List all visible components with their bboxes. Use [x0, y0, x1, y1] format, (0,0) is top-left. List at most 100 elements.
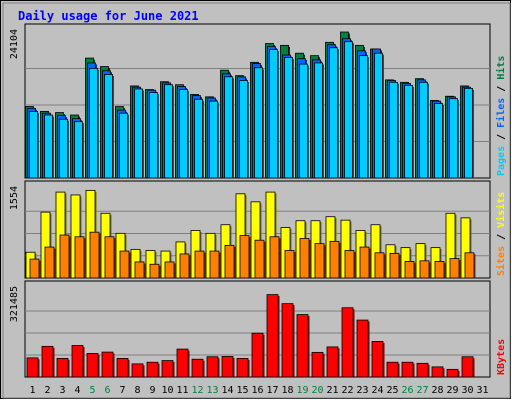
right-label-part: Hits: [495, 56, 507, 80]
bar-pages-6: [104, 74, 113, 179]
bar-kbytes-19: [296, 314, 309, 378]
x-tick-label: 14: [221, 385, 233, 396]
bar-sites-29: [449, 258, 460, 279]
bar-kbytes-29: [446, 368, 459, 378]
x-tick-label: 4: [74, 385, 80, 396]
x-tick-label: 27: [416, 385, 428, 396]
bar-pages-30: [464, 87, 473, 179]
right-label-part: Visits: [495, 192, 507, 228]
bar-sites-25: [389, 252, 400, 279]
bar-kbytes-20: [311, 351, 324, 378]
bar-kbytes-17: [266, 294, 279, 378]
bar-pages-7: [119, 112, 128, 179]
x-tick-label: 13: [206, 385, 218, 396]
chart-panels: 24104 Pages / Files / Hits 1554 Sites / Vis…: [9, 23, 507, 378]
bar-sites-26: [404, 260, 415, 279]
x-tick-label: 7: [119, 385, 125, 396]
x-tick-label: 1: [29, 385, 35, 396]
bar-kbytes-12: [191, 358, 204, 378]
x-tick-label: 22: [341, 385, 353, 396]
bar-sites-3: [59, 234, 70, 279]
bar-pages-1: [29, 110, 38, 179]
chart-title: Daily usage for June 2021: [18, 9, 199, 23]
x-tick-label: 12: [191, 385, 203, 396]
panel-bottom-right-label: KBytes: [496, 339, 507, 375]
panel-top-right-label: Pages / Files / Hits: [495, 56, 507, 176]
bar-kbytes-9: [146, 361, 159, 378]
x-tick-label: 29: [446, 385, 458, 396]
x-tick-label: 11: [176, 385, 188, 396]
bar-sites-14: [224, 244, 235, 279]
bar-sites-8: [134, 261, 145, 279]
bar-sites-12: [194, 250, 205, 279]
bar-pages-29: [449, 98, 458, 179]
panel-top: 24104 Pages / Files / Hits: [9, 23, 507, 179]
x-tick-label: 3: [59, 385, 65, 396]
bar-pages-16: [254, 67, 263, 179]
panel-bottom-max-label: 321485: [9, 286, 20, 322]
bar-kbytes-2: [41, 345, 54, 378]
x-tick-label: 15: [236, 385, 248, 396]
bar-sites-16: [254, 239, 265, 279]
bar-kbytes-22: [341, 307, 354, 378]
bar-pages-12: [194, 98, 203, 179]
bar-pages-20: [314, 62, 323, 179]
bar-pages-28: [434, 103, 443, 179]
bar-pages-11: [179, 89, 188, 179]
bar-kbytes-8: [131, 363, 144, 378]
x-tick-label: 24: [371, 385, 383, 396]
x-tick-label: 28: [431, 385, 443, 396]
x-tick-label: 18: [281, 385, 293, 396]
bar-pages-15: [239, 80, 248, 179]
bar-sites-7: [119, 250, 130, 279]
right-label-part: Files: [495, 98, 507, 128]
bar-pages-26: [404, 84, 413, 179]
bar-pages-3: [59, 118, 68, 179]
bar-pages-10: [164, 84, 173, 179]
bar-kbytes-5: [86, 353, 99, 378]
right-label-part: /: [496, 80, 507, 98]
bar-pages-18: [284, 57, 293, 179]
x-tick-label: 26: [401, 385, 413, 396]
x-tick-label: 9: [149, 385, 155, 396]
bar-pages-13: [209, 100, 218, 179]
x-tick-label: 6: [104, 385, 110, 396]
panel-middle: 1554 Sites / Visits: [9, 180, 507, 279]
bar-pages-21: [329, 47, 338, 179]
bar-pages-9: [149, 92, 158, 179]
x-tick-label: 17: [266, 385, 278, 396]
bar-kbytes-27: [416, 362, 429, 378]
bar-sites-30: [464, 252, 475, 279]
panel-top-max-label: 24104: [9, 29, 20, 59]
bar-sites-21: [329, 240, 340, 279]
right-label-part: Pages: [496, 146, 507, 176]
bar-sites-28: [434, 260, 445, 279]
bar-kbytes-14: [221, 356, 234, 378]
x-tick-label: 23: [356, 385, 368, 396]
bar-kbytes-1: [26, 357, 39, 378]
bar-sites-13: [209, 250, 220, 279]
bar-pages-4: [74, 121, 83, 179]
panel-middle-max-label: 1554: [9, 186, 20, 210]
right-label-part: /: [496, 228, 507, 246]
x-tick-label: 16: [251, 385, 263, 396]
bar-kbytes-25: [386, 361, 399, 378]
x-tick-label: 21: [326, 385, 338, 396]
bar-sites-19: [299, 238, 310, 279]
bar-kbytes-21: [326, 346, 339, 378]
bar-sites-27: [419, 260, 430, 279]
bar-sites-6: [104, 236, 115, 279]
bar-sites-22: [344, 250, 355, 279]
bar-sites-23: [359, 246, 370, 279]
bar-sites-9: [149, 263, 160, 279]
x-tick-label: 31: [476, 385, 488, 396]
bar-kbytes-24: [371, 341, 384, 378]
bar-pages-19: [299, 63, 308, 179]
bar-pages-17: [269, 49, 278, 179]
bar-sites-5: [89, 231, 100, 279]
bar-sites-1: [29, 258, 40, 279]
x-tick-label: 30: [461, 385, 473, 396]
bar-kbytes-10: [161, 360, 174, 378]
